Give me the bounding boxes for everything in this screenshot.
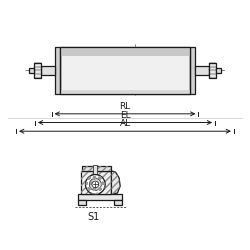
Bar <box>81 171 112 194</box>
Bar <box>114 200 122 205</box>
Bar <box>60 90 190 94</box>
Bar <box>94 165 97 184</box>
Text: EL: EL <box>120 110 130 120</box>
Bar <box>34 63 41 78</box>
Bar <box>82 166 111 171</box>
Circle shape <box>89 178 101 190</box>
Bar <box>55 47 60 94</box>
Bar <box>29 68 34 73</box>
Bar <box>81 171 112 194</box>
Bar <box>216 68 221 73</box>
Text: AL: AL <box>120 119 130 128</box>
Bar <box>82 166 111 171</box>
Bar <box>78 194 122 200</box>
Bar <box>60 47 190 56</box>
Bar <box>78 200 86 205</box>
Bar <box>195 66 209 75</box>
Text: RL: RL <box>120 102 130 111</box>
Circle shape <box>92 181 98 188</box>
Bar <box>60 47 190 94</box>
Bar <box>190 47 195 94</box>
Polygon shape <box>112 171 120 194</box>
Circle shape <box>86 174 105 194</box>
Text: S1: S1 <box>88 212 100 222</box>
Bar <box>209 63 216 78</box>
Bar <box>60 47 190 94</box>
Bar <box>41 66 55 75</box>
